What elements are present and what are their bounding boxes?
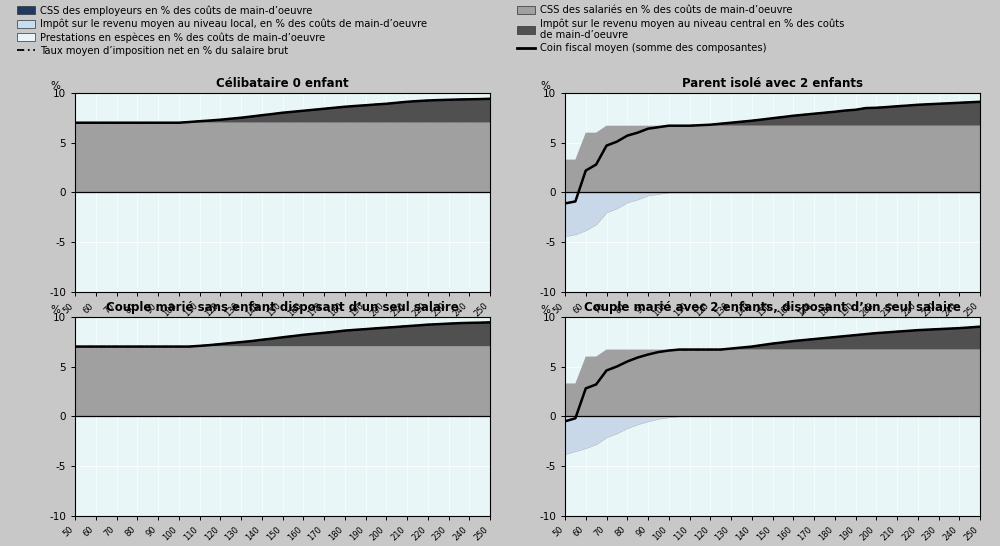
Text: %: % [50,305,60,314]
Text: %: % [50,81,60,91]
Title: Couple marié sans enfant disposant d’un seul salaire: Couple marié sans enfant disposant d’un … [106,301,459,314]
Title: Célibataire 0 enfant: Célibataire 0 enfant [216,78,349,90]
Text: %: % [540,81,550,91]
Title: Parent isolé avec 2 enfants: Parent isolé avec 2 enfants [682,78,863,90]
Text: %: % [540,305,550,314]
Legend: CSS des salariés en % des coûts de main-d’oeuvre, Impôt sur le revenu moyen au n: CSS des salariés en % des coûts de main-… [515,3,846,55]
Title: Couple marié avec 2 enfants, disposant d’un seul salaire: Couple marié avec 2 enfants, disposant d… [584,301,961,314]
